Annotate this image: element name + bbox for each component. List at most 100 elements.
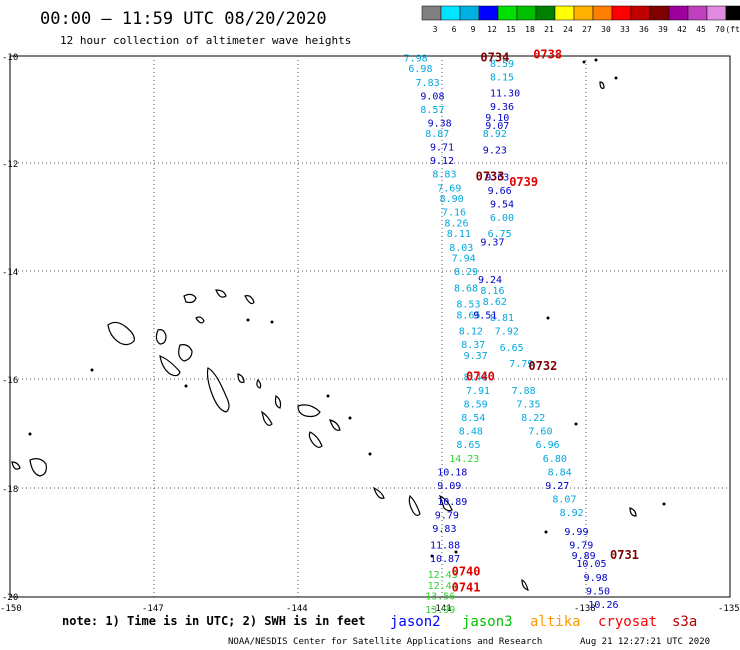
- island-outlines: [11, 81, 637, 591]
- wave-height-value: 9.36: [490, 102, 514, 113]
- wave-height-value: 8.11: [447, 229, 471, 240]
- lon-label: -135: [718, 604, 740, 614]
- wave-height-value: 6.75: [488, 229, 512, 240]
- wave-height-value: 9.66: [488, 186, 512, 197]
- pass-time-label: 0741: [452, 581, 481, 595]
- lat-axis-labels: -10 -12 -14 -16 -18 -20: [2, 53, 18, 603]
- footer-credit: NOAA/NESDIS Center for Satellite Applica…: [228, 637, 542, 647]
- page-title: 00:00 – 11:59 UTC 08/20/2020: [40, 9, 327, 29]
- island: [308, 431, 323, 448]
- island: [11, 461, 21, 470]
- note-text: note: 1) Time is in UTC; 2) SWH is in fe…: [62, 614, 365, 628]
- wave-height-value: 8.03: [449, 243, 473, 254]
- wave-height-value: 9.07: [485, 121, 509, 132]
- island: [438, 494, 453, 512]
- islet: [368, 452, 372, 456]
- wave-height-value: 9.38: [428, 118, 452, 129]
- wave-height-value: 9.10: [485, 113, 509, 124]
- footer-timestamp: Aug 21 12:27:21 UTC 2020: [580, 637, 710, 647]
- scale-swatch: [611, 5, 632, 21]
- wave-height-value: 8.87: [425, 129, 449, 140]
- lon-axis-labels: -150 -147 -144 -141 -138 -135: [0, 604, 740, 614]
- islet: [454, 550, 458, 554]
- wave-height-value: 11.30: [490, 89, 520, 100]
- wave-height-value: 8.90: [440, 194, 464, 205]
- wave-height-value: 10.89: [437, 497, 467, 508]
- islet: [574, 422, 578, 426]
- wave-height-value: 7.92: [495, 327, 519, 338]
- lat-label: -10: [2, 53, 18, 63]
- scale-swatch: [440, 5, 461, 21]
- wave-height-value: 8.26: [444, 218, 468, 229]
- wave-height-value: 9.37: [464, 351, 488, 362]
- pass-time-label: 0734: [480, 50, 509, 64]
- wave-height-value: 9.51: [473, 310, 497, 321]
- wave-height-value: 8.37: [461, 340, 485, 351]
- wave-height-value: 9.79: [569, 540, 593, 551]
- islet: [662, 502, 666, 506]
- scale-label: 30: [601, 25, 611, 34]
- island: [107, 321, 135, 346]
- wave-height-value: 7.60: [528, 427, 552, 438]
- pass-time-label: 0733: [476, 169, 505, 183]
- wave-height-value: 8.59: [464, 400, 488, 411]
- islet: [614, 76, 618, 80]
- islet: [348, 416, 352, 420]
- scale-label: 12: [487, 25, 497, 34]
- wave-height-value: 10.87: [430, 554, 460, 565]
- scale-label: 27: [582, 25, 592, 34]
- wave-height-value: 7.98: [404, 53, 428, 64]
- island: [237, 373, 245, 383]
- wave-height-value: 6.65: [500, 343, 524, 354]
- scale-label: 70: [715, 25, 725, 34]
- scale-label: 33: [620, 25, 630, 34]
- islet: [28, 432, 32, 436]
- pass-time-label: 0740: [466, 370, 495, 384]
- scale-label: 45: [696, 25, 706, 34]
- lat-label: -16: [2, 376, 18, 386]
- wave-height-value: 8.65: [456, 310, 480, 321]
- wave-height-value: 9.89: [572, 551, 596, 562]
- island: [629, 507, 637, 517]
- island: [274, 395, 282, 409]
- island: [261, 410, 273, 426]
- wave-height-value: 9.12: [430, 156, 454, 167]
- island: [215, 289, 227, 298]
- island: [408, 494, 421, 516]
- wave-height-value: 9.63: [485, 172, 509, 183]
- scale-swatch: [630, 5, 651, 21]
- wave-height-value: 9.99: [564, 527, 588, 538]
- wave-height-value: 6.80: [543, 454, 567, 465]
- wave-height-value: 13.56: [425, 592, 455, 603]
- wave-height-value: 12.44: [428, 581, 458, 592]
- scale-swatch: [687, 5, 708, 21]
- island: [256, 378, 262, 389]
- satellite-legend: jason2 jason3 altika cryosat s3a: [390, 614, 697, 630]
- wave-height-value: 9.27: [545, 481, 569, 492]
- wave-height-value: 9.79: [435, 511, 459, 522]
- wave-height-value: 8.84: [548, 467, 572, 478]
- wave-height-value: 10.26: [588, 600, 618, 611]
- wave-height-value: 14.23: [449, 454, 479, 465]
- wave-height-value: 8.59: [490, 59, 514, 70]
- lat-label: -18: [2, 485, 18, 495]
- scale-label: (ft): [725, 25, 740, 34]
- wave-height-value: 13.99: [425, 605, 455, 616]
- wave-height-value: 12.43: [428, 570, 458, 581]
- island: [206, 367, 230, 413]
- scale-swatch: [573, 5, 594, 21]
- wave-height-value: 8.12: [459, 327, 483, 338]
- pass-time-label: 0732: [528, 359, 557, 373]
- islet: [270, 320, 274, 324]
- wave-height-value: 10.18: [437, 467, 467, 478]
- islet: [430, 554, 434, 558]
- wave-height-value: 8.92: [560, 508, 584, 519]
- islet: [326, 394, 330, 398]
- lat-label: -20: [2, 593, 18, 603]
- wave-height-value: 7.91: [466, 386, 490, 397]
- wave-height-value: 9.08: [420, 91, 444, 102]
- scale-swatch: [516, 5, 537, 21]
- pass-time-label: 0740: [452, 564, 481, 578]
- wave-height-value: 8.54: [461, 413, 485, 424]
